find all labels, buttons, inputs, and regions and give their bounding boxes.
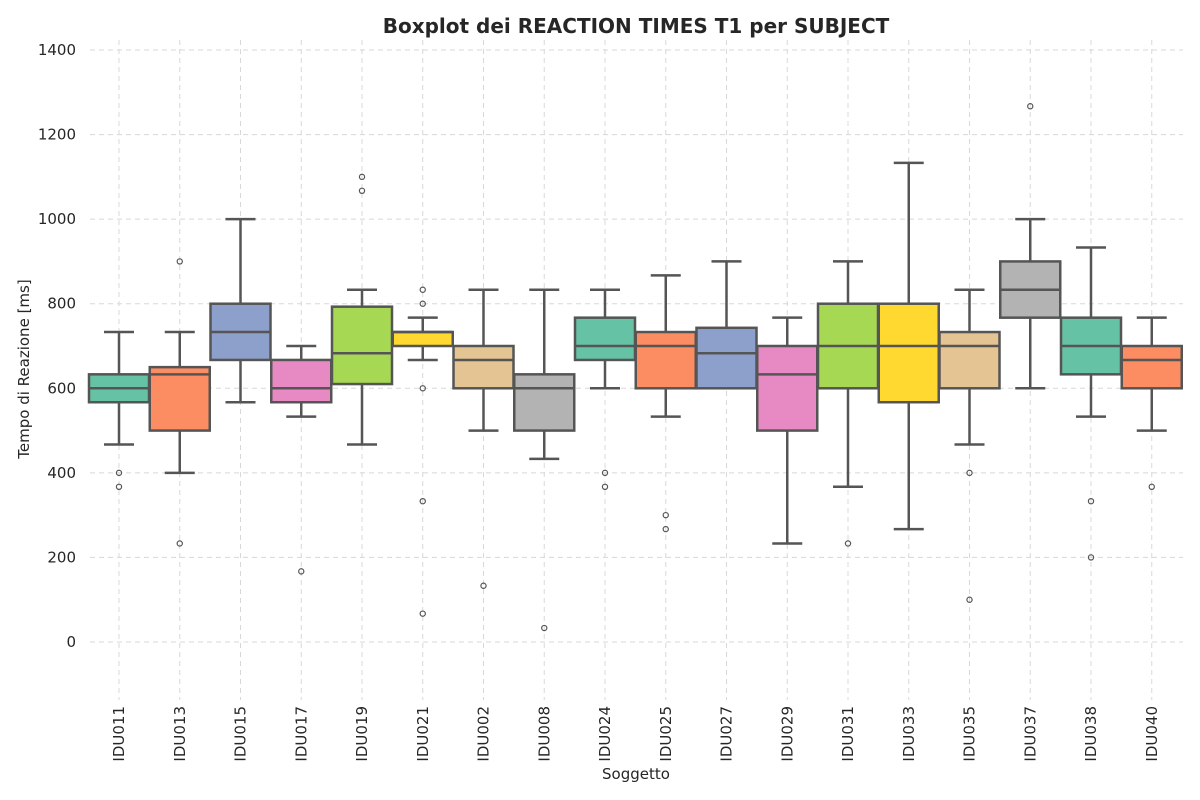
x-tick-label: IDU024 — [596, 706, 614, 762]
iqr-box — [270, 358, 333, 404]
outlier-point — [419, 286, 426, 293]
box-IDU013 — [148, 258, 211, 547]
x-tick-label: IDU038 — [1082, 706, 1100, 762]
outlier-point — [662, 525, 669, 533]
box-IDU038 — [1059, 246, 1123, 561]
outlier-point — [298, 568, 305, 575]
y-tick-label: 400 — [47, 464, 76, 482]
x-tick-label: IDU025 — [657, 706, 675, 762]
x-tick-label: IDU040 — [1143, 706, 1161, 762]
outlier-point — [115, 483, 123, 491]
y-tick-label: 1200 — [38, 126, 76, 144]
box-IDU033 — [877, 161, 940, 531]
y-tick-label: 800 — [47, 295, 76, 313]
x-tick-label: IDU008 — [535, 706, 553, 762]
outlier-point — [662, 511, 669, 519]
iqr-box — [1120, 344, 1183, 390]
box-IDU019 — [330, 173, 394, 446]
outlier-point — [966, 596, 973, 603]
y-axis-label: Tempo di Reazione [ms] — [15, 279, 33, 459]
x-tick-label: IDU015 — [232, 706, 250, 762]
outlier-point — [541, 624, 548, 632]
y-tick-label: 1000 — [38, 210, 76, 228]
box-IDU002 — [452, 288, 515, 589]
box-IDU017 — [270, 344, 333, 575]
grid-layer — [90, 40, 1183, 700]
x-tick-labels: IDU011 IDU013 IDU015 IDU017 IDU019 IDU021 IDU0… — [110, 706, 1161, 762]
outlier-point — [358, 187, 366, 195]
box-IDU031 — [816, 260, 880, 547]
iqr-box — [695, 326, 758, 390]
x-tick-label: IDU013 — [171, 706, 189, 762]
x-tick-label: IDU031 — [839, 706, 857, 762]
y-tick-label: 1400 — [38, 41, 76, 59]
outlier-point — [1087, 497, 1095, 505]
box-IDU035 — [938, 288, 1001, 603]
box-IDU021 — [391, 286, 454, 617]
outlier-point — [115, 469, 123, 477]
outlier-point — [176, 540, 183, 547]
outlier-point — [419, 385, 426, 392]
box-IDU015 — [209, 217, 272, 404]
iqr-box — [573, 316, 637, 362]
outlier-point — [419, 300, 426, 307]
box-IDU040 — [1120, 316, 1183, 491]
x-axis-label: Soggetto — [602, 765, 670, 783]
x-tick-label: IDU037 — [1021, 706, 1039, 762]
x-tick-label: IDU021 — [414, 706, 432, 762]
iqr-box — [938, 330, 1001, 390]
box-IDU029 — [756, 316, 819, 545]
outlier-point — [844, 540, 852, 547]
x-tick-label: IDU033 — [900, 706, 918, 762]
iqr-box — [148, 365, 211, 432]
outlier-point — [601, 483, 609, 491]
outlier-point — [1148, 483, 1155, 491]
x-tick-label: IDU002 — [475, 706, 493, 762]
iqr-box — [330, 305, 394, 386]
x-tick-label: IDU027 — [718, 706, 736, 762]
outlier-point — [1087, 554, 1095, 561]
x-tick-label: IDU029 — [778, 706, 796, 762]
outlier-point — [601, 469, 609, 477]
x-tick-label: IDU011 — [110, 706, 128, 762]
box-IDU011 — [87, 330, 151, 491]
x-tick-label: IDU019 — [353, 706, 371, 762]
x-tick-label: IDU017 — [292, 706, 310, 762]
outlier-point — [480, 582, 487, 589]
outlier-point — [1027, 103, 1034, 110]
box-IDU024 — [573, 288, 637, 491]
y-tick-label: 600 — [47, 379, 76, 397]
outlier-point — [358, 173, 366, 181]
box-IDU008 — [513, 288, 576, 632]
iqr-box — [756, 344, 819, 432]
box-IDU025 — [634, 274, 697, 533]
box-IDU037 — [999, 103, 1062, 390]
chart-title: Boxplot dei REACTION TIMES T1 per SUBJEC… — [383, 14, 890, 38]
iqr-box — [391, 330, 454, 348]
y-tick-label: 0 — [66, 633, 76, 651]
outlier-point — [176, 258, 183, 265]
iqr-box — [513, 373, 576, 432]
y-tick-labels: 0 200 400 600 800 1000 1200 1400 — [38, 41, 76, 651]
x-tick-label: IDU035 — [961, 706, 979, 762]
outlier-point — [419, 497, 426, 505]
outlier-point — [419, 610, 426, 617]
box-IDU027 — [695, 260, 758, 390]
box-layer — [87, 103, 1183, 632]
y-tick-label: 200 — [47, 548, 76, 566]
outlier-point — [966, 469, 973, 477]
iqr-box — [634, 330, 697, 390]
iqr-box — [452, 344, 515, 390]
iqr-box — [877, 302, 940, 404]
